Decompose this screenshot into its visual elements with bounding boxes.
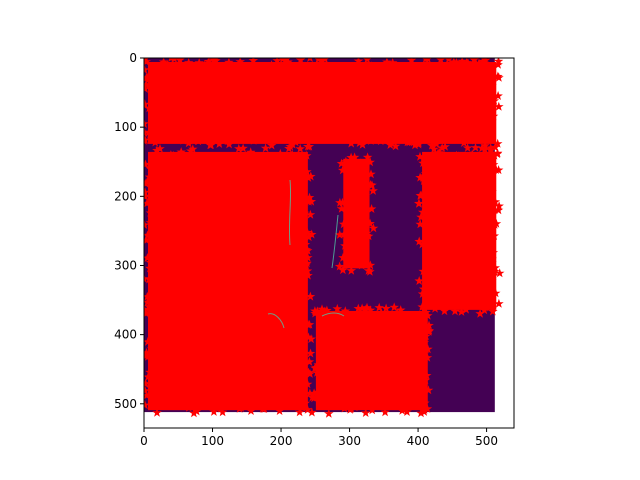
marker-cluster: [414, 143, 505, 318]
y-tick-label: 400: [114, 328, 137, 342]
x-tick-label: 500: [475, 434, 498, 448]
marker-cluster: [144, 143, 317, 418]
x-tick-label: 0: [140, 434, 148, 448]
y-tick-label: 200: [114, 189, 137, 203]
plot-frame: [143, 57, 515, 429]
y-axis: 0 100 200 300 400 500: [114, 51, 144, 411]
y-tick-label: 0: [129, 51, 137, 65]
y-tick-label: 300: [114, 258, 137, 272]
plot-area: [144, 58, 505, 418]
marker-cluster: [334, 152, 379, 276]
x-tick-label: 100: [201, 434, 224, 448]
x-tick-label: 200: [270, 434, 293, 448]
marker-cluster: [307, 302, 435, 418]
x-tick-label: 400: [407, 434, 430, 448]
marker-cluster: [144, 58, 504, 152]
y-tick-label: 500: [114, 397, 137, 411]
x-axis: 0 100 200 300 400 500: [140, 428, 498, 448]
faint-contour-lines: [267, 179, 345, 329]
y-tick-label: 100: [114, 120, 137, 134]
x-tick-label: 300: [338, 434, 361, 448]
overlay-marker-layer: [144, 58, 505, 418]
